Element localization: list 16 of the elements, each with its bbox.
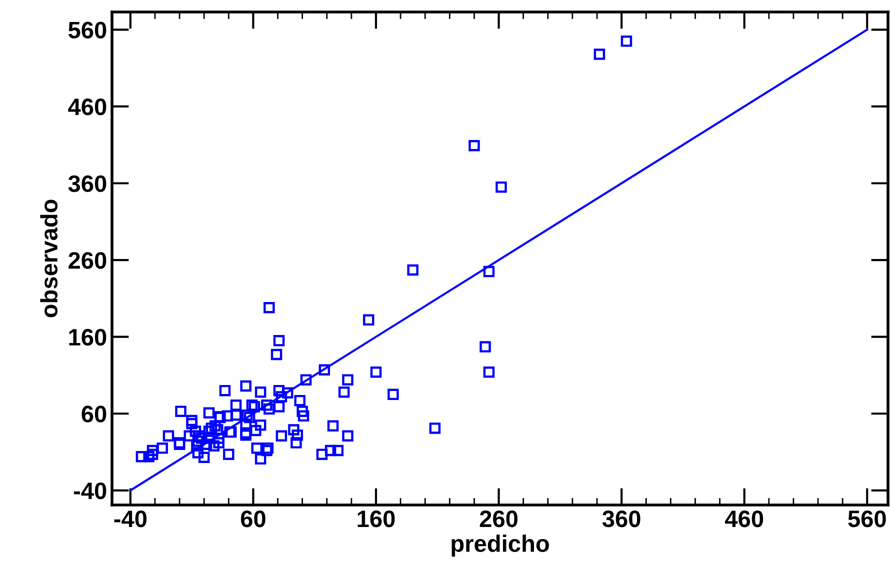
x-tick-label: 460	[725, 510, 764, 528]
y-tick-label: 60	[82, 406, 106, 422]
y-tick-label: 260	[68, 252, 106, 269]
x-tick-label: 160	[358, 510, 395, 528]
x-tick-label: 260	[480, 510, 518, 528]
x-tick-label: 360	[602, 510, 640, 528]
y-tick-label: 560	[68, 22, 106, 38]
x-axis-title: predicho	[452, 534, 549, 557]
y-tick-label: -40	[74, 482, 106, 500]
x-tick-label: 60	[240, 510, 266, 528]
y-tick-label: 360	[68, 175, 106, 192]
y-tick-label: 460	[68, 98, 106, 116]
y-axis-title: observado	[40, 200, 58, 318]
x-tick-label: 560	[848, 510, 886, 528]
x-tick-label: -40	[114, 510, 147, 528]
y-tick-label: 160	[69, 328, 106, 346]
